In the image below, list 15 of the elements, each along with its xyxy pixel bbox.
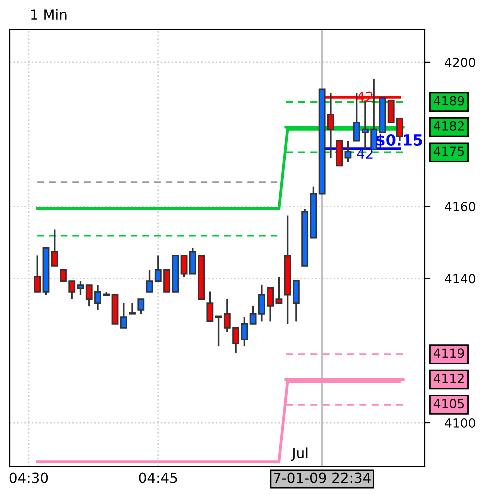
ref-line-label: 4175 (434, 146, 464, 156)
y-tick-label: 4160 (445, 202, 476, 212)
y-tick-label: 4140 (445, 274, 476, 284)
ref-line-label: 4189 (434, 96, 464, 106)
x-tick-label: 7-01-09 22:34 (274, 472, 371, 484)
x-tick-label: 04:45 (139, 472, 178, 484)
y-tick-label: 4200 (445, 58, 476, 68)
ref-line-label: 4119 (434, 348, 464, 358)
ref-line-label: 4105 (434, 399, 464, 409)
annotation: Jul (291, 448, 308, 462)
y-tick-label: 4100 (445, 418, 476, 428)
x-tick-label: 04:30 (10, 472, 48, 484)
ref-line-label: 4182 (434, 122, 464, 131)
chart-title: 1 Min (32, 9, 67, 20)
ref-line-label: 4112 (434, 374, 464, 384)
